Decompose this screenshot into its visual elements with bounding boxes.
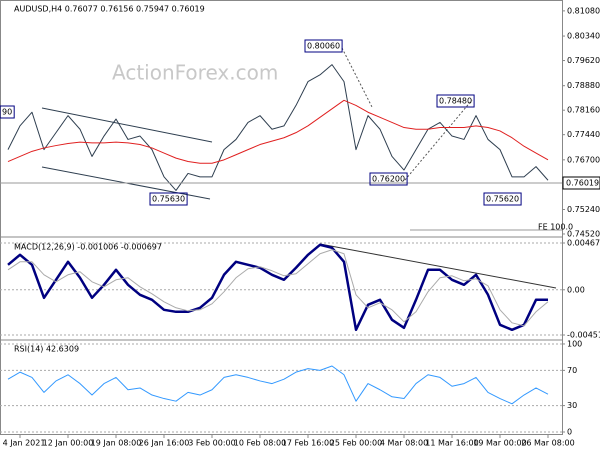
annotation: 0.75630 [152,195,185,204]
series-line [7,365,549,405]
annotation: 0.75620 [486,195,519,204]
annotation-box [304,39,343,53]
y-tick-label: 0.80340 [567,32,600,41]
y-tick-label: -0.004519 [567,330,600,339]
annotation: 0.78480 [439,97,472,106]
series-line [7,64,549,191]
x-tick-label: 19 Jan 08:00 [91,439,142,448]
x-tick-label: 26 Jan 16:00 [139,439,190,448]
annotation-box [149,192,188,206]
annotation-box [369,172,408,186]
panel-title: RSI(14) 42.6309 [14,345,79,354]
x-tick-label: 4 Mar 08:00 [380,439,428,448]
y-tick-label: 0.004677 [567,239,600,248]
series-line [7,99,549,164]
x-tick-label: 19 Mar 00:00 [473,439,526,448]
x-tick-label: 11 Mar 16:00 [425,439,478,448]
annotation: FE 100.0 [538,223,573,232]
x-tick-label: 10 Feb 08:00 [234,439,286,448]
annotation-box [0,105,15,119]
channel-line [41,107,213,143]
macd-trendline [319,243,557,289]
y-tick-label: 0 [567,428,572,437]
y-tick-label: 70 [567,366,577,375]
y-tick-label: 0.81080 [567,6,600,15]
x-tick-label: 17 Feb 16:00 [282,439,334,448]
y-tick-label: 0.78160 [567,106,600,115]
panel-title: AUDUSD,H4 0.76077 0.76156 0.75947 0.7601… [14,5,205,14]
x-tick-label: 26 Mar 08:00 [521,439,574,448]
plot-frame [0,0,563,435]
y-tick-label: 0.00 [567,285,585,294]
annotation: 90 [2,108,12,117]
x-tick-label: 3 Feb 00:00 [188,439,235,448]
annotation-box [436,94,475,108]
y-tick-label: 0.76700 [567,155,600,164]
y-tick-label: 0.74520 [567,229,600,238]
annotation: 0.80060 [307,42,340,51]
x-tick-label: 25 Feb 00:00 [330,439,382,448]
y-tick-label: 0.78880 [567,81,600,90]
last-price-label: 0.76019 [566,179,599,188]
y-tick-label: 0.75240 [567,205,600,214]
y-tick-label: 100 [567,339,582,348]
series-line [7,243,548,332]
annotation-box [483,192,522,206]
fib-line [404,99,473,181]
y-tick-label: 0.79620 [567,56,600,65]
last-price-box [562,176,600,190]
y-tick-label: 0.77440 [567,130,600,139]
panel-title: MACD(12,26,9) -0.001006 -0.000697 [14,243,162,252]
y-tick-label: 30 [567,401,577,410]
watermark: ActionForex.com [112,61,278,85]
x-tick-label: 4 Jan 2021 [3,439,46,448]
annotation: 0.76200 [372,175,405,184]
x-tick-label: 12 Jan 00:00 [43,439,94,448]
series-line [7,249,549,327]
fib-line [341,47,373,108]
